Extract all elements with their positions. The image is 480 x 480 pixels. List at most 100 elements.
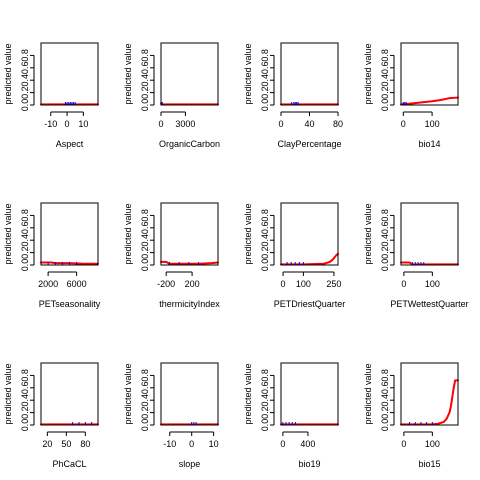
slope-y-tick-label-2: 0.4: [140, 394, 150, 407]
slope-x-axis-label: slope: [179, 459, 201, 469]
claypercentage-x-tick-label-1: 40: [304, 119, 314, 129]
thermicityindex-x-axis-label: thermicityIndex: [159, 299, 220, 309]
aspect-y-tick-label-0: 0.0: [20, 99, 30, 112]
petwettestquarter-y-tick-label-3: 0.6: [380, 222, 390, 235]
panel-petdriestquarter: 0.00.20.40.60.8 predicted value 0 100 250 PET…: [243, 202, 346, 309]
bio15-x-axis-label: bio15: [418, 459, 440, 469]
petdriestquarter-x-axis-label: PETDriestQuarter: [274, 299, 346, 309]
panel-bio19: 0.00.20.40.60.8 predicted value 0 400 bio19: [243, 362, 339, 469]
slope-y-axis-label: predicted value: [123, 363, 133, 424]
panel-bio15: 0.00.20.40.60.8 predicted value 0 100 bio15: [363, 362, 459, 469]
phcacl-x-tick-label-0: 20: [42, 439, 52, 449]
aspect-x-tick-label-0: -10: [44, 119, 57, 129]
petwettestquarter-x-axis-label: PETWettestQuarter: [390, 299, 468, 309]
slope-y-tick-label-1: 0.2: [140, 406, 150, 419]
phcacl-y-tick-label-4: 0.8: [20, 369, 30, 382]
slope-x-tick-label-0: -10: [163, 439, 176, 449]
petdriestquarter-y-tick-label-2: 0.4: [260, 234, 270, 247]
bio14-x-tick-label-0: 0: [401, 119, 406, 129]
claypercentage-x-tick-label-2: 80: [333, 119, 343, 129]
bio19-y-tick-label-4: 0.8: [260, 369, 270, 382]
organiccarbon-y-tick-label-2: 0.4: [140, 74, 150, 87]
bio19-y-axis-label: predicted value: [243, 363, 253, 424]
organiccarbon-series-line: [160, 102, 219, 106]
thermicityindex-plot-frame: [160, 202, 219, 266]
bio19-x-axis-label: bio19: [298, 459, 320, 469]
bio14-y-tick-label-1: 0.2: [380, 86, 390, 99]
phcacl-y-tick-label-0: 0.0: [20, 419, 30, 432]
bio14-x-axis-label: bio14: [418, 139, 440, 149]
bio15-x-tick-label-1: 100: [425, 439, 440, 449]
claypercentage-plot-frame: [280, 42, 339, 106]
phcacl-x-tick-label-1: 50: [61, 439, 71, 449]
petdriestquarter-series-line: [280, 252, 339, 266]
petseasonality-y-tick-label-2: 0.4: [20, 234, 30, 247]
bio14-x-tick-label-1: 100: [425, 119, 440, 129]
thermicityindex-x-tick-label-1: 200: [185, 279, 200, 289]
petwettestquarter-y-tick-label-2: 0.4: [380, 234, 390, 247]
petwettestquarter-y-tick-label-4: 0.8: [380, 209, 390, 222]
thermicityindex-x-tick-label-0: -200: [157, 279, 175, 289]
phcacl-y-tick-label-1: 0.2: [20, 406, 30, 419]
organiccarbon-y-tick-label-3: 0.6: [140, 62, 150, 75]
petseasonality-y-axis-label: predicted value: [3, 203, 13, 264]
organiccarbon-y-tick-label-4: 0.8: [140, 49, 150, 62]
aspect-x-tick-label-2: 10: [78, 119, 88, 129]
aspect-y-tick-label-1: 0.2: [20, 86, 30, 99]
petwettestquarter-x-tick-label-0: 0: [401, 279, 406, 289]
petdriestquarter-x-tick-label-0: 0: [281, 279, 286, 289]
organiccarbon-y-axis-label: predicted value: [123, 43, 133, 104]
petdriestquarter-x-tick-label-1: 100: [296, 279, 311, 289]
bio14-y-tick-label-4: 0.8: [380, 49, 390, 62]
petseasonality-y-tick-label-3: 0.6: [20, 222, 30, 235]
organiccarbon-y-tick-label-1: 0.2: [140, 86, 150, 99]
bio15-y-tick-label-3: 0.6: [380, 382, 390, 395]
petdriestquarter-y-tick-label-3: 0.6: [260, 222, 270, 235]
slope-x-tick-label-2: 10: [209, 439, 219, 449]
claypercentage-y-tick-label-2: 0.4: [260, 74, 270, 87]
bio15-y-tick-label-2: 0.4: [380, 394, 390, 407]
bio15-y-tick-label-0: 0.0: [380, 419, 390, 432]
thermicityindex-y-axis-label: predicted value: [123, 203, 133, 264]
bio14-series-line: [400, 96, 459, 106]
panel-petwettestquarter: 0.00.20.40.60.8 predicted value 0 100 PETWet…: [363, 202, 469, 309]
aspect-plot-frame: [40, 42, 99, 106]
bio14-y-tick-label-0: 0.0: [380, 99, 390, 112]
bio14-y-tick-label-2: 0.4: [380, 74, 390, 87]
organiccarbon-x-tick-label-0: 0: [158, 119, 163, 129]
panel-aspect: 0.00.20.40.60.8 predicted value -10 0 10 Aspe…: [3, 42, 99, 149]
organiccarbon-plot-frame: [160, 42, 219, 106]
bio15-plot-frame: [400, 362, 459, 426]
panel-thermicityindex: 0.00.20.40.60.8 predicted value -200 200 the…: [123, 202, 220, 309]
phcacl-x-tick-label-2: 80: [80, 439, 90, 449]
organiccarbon-x-axis-label: OrganicCarbon: [159, 139, 220, 149]
petdriestquarter-x-tick-label-2: 250: [326, 279, 341, 289]
bio14-plot-frame: [400, 42, 459, 106]
thermicityindex-y-tick-label-2: 0.4: [140, 234, 150, 247]
bio19-y-tick-label-1: 0.2: [260, 406, 270, 419]
bio14-y-axis-label: predicted value: [363, 43, 373, 104]
claypercentage-y-tick-label-4: 0.8: [260, 49, 270, 62]
slope-y-tick-label-0: 0.0: [140, 419, 150, 432]
petdriestquarter-y-tick-label-0: 0.0: [260, 259, 270, 272]
bio19-y-tick-label-3: 0.6: [260, 382, 270, 395]
claypercentage-x-tick-label-0: 0: [278, 119, 283, 129]
slope-plot-frame: [160, 362, 219, 426]
petseasonality-plot-frame: [40, 202, 99, 266]
petwettestquarter-y-axis-label: predicted value: [363, 203, 373, 264]
thermicityindex-y-tick-label-3: 0.6: [140, 222, 150, 235]
petdriestquarter-y-axis-label: predicted value: [243, 203, 253, 264]
petwettestquarter-y-tick-label-0: 0.0: [380, 259, 390, 272]
aspect-y-tick-label-3: 0.6: [20, 62, 30, 75]
bio14-y-tick-label-3: 0.6: [380, 62, 390, 75]
thermicityindex-y-tick-label-1: 0.2: [140, 246, 150, 259]
slope-y-tick-label-3: 0.6: [140, 382, 150, 395]
panel-petseasonality: 0.00.20.40.60.8 predicted value 2000 6000 PE…: [3, 202, 101, 309]
petseasonality-x-tick-label-0: 2000: [38, 279, 58, 289]
aspect-x-tick-label-1: 0: [65, 119, 70, 129]
thermicityindex-y-tick-label-0: 0.0: [140, 259, 150, 272]
petwettestquarter-y-tick-label-1: 0.2: [380, 246, 390, 259]
petseasonality-x-axis-label: PETseasonality: [39, 299, 101, 309]
bio19-plot-frame: [280, 362, 339, 426]
